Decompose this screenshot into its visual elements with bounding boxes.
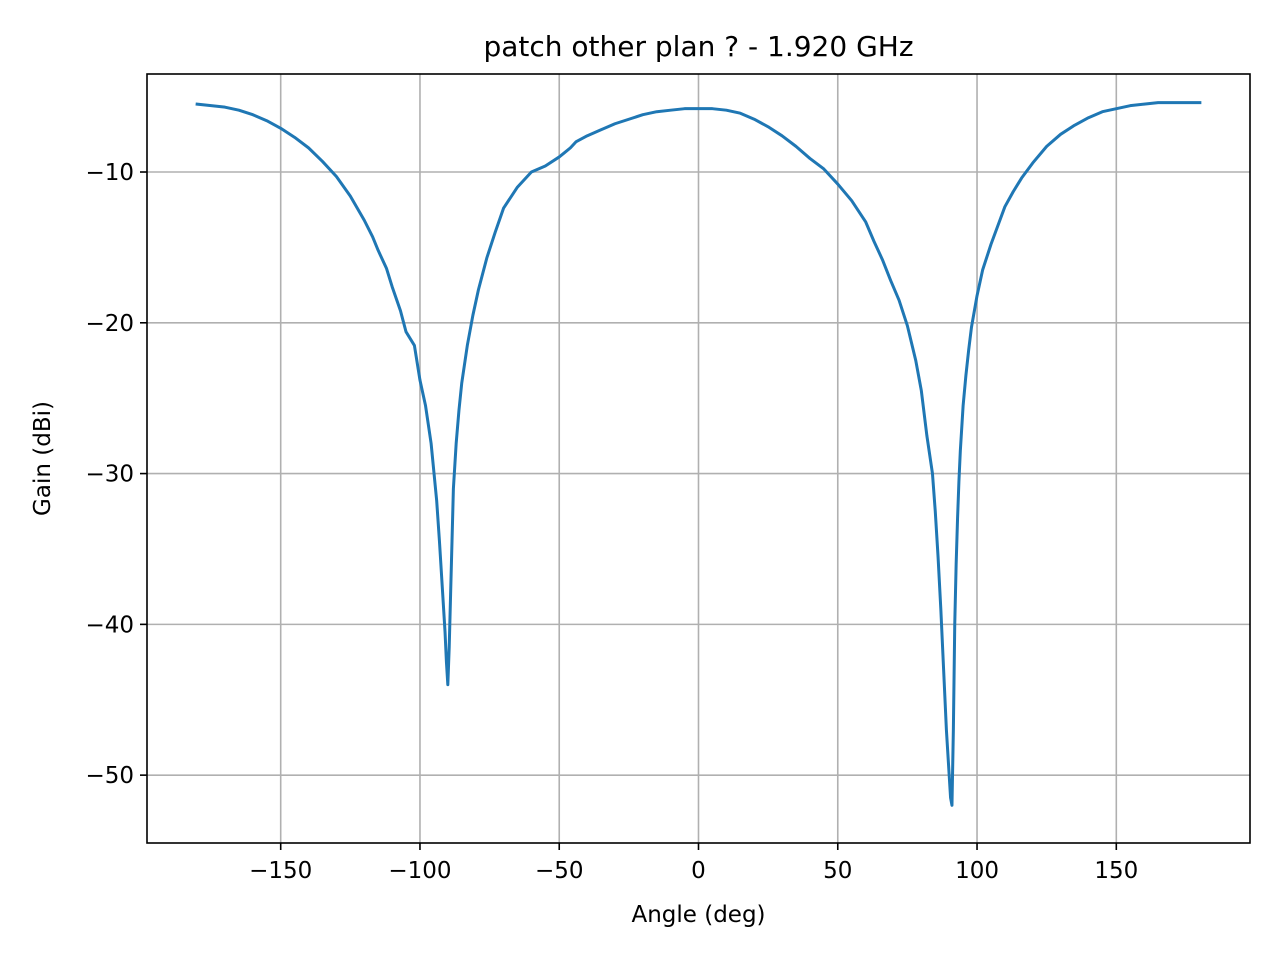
grid-layer — [147, 74, 1250, 843]
x-tick-label: −50 — [535, 858, 584, 884]
y-tick-label: −30 — [85, 462, 134, 488]
tick-layer: −150 −100 −50 0 50 100 150 −10 −20 −30 −40 −50 — [85, 160, 1138, 884]
gain-series-line — [195, 101, 1202, 807]
chart-title: patch other plan ? - 1.920 GHz — [483, 30, 913, 63]
x-tick-label: 50 — [823, 858, 852, 884]
x-tick-label: −100 — [388, 858, 451, 884]
x-tick-label: 150 — [1094, 858, 1138, 884]
y-tick-label: −40 — [85, 612, 134, 638]
y-tick-label: −10 — [85, 160, 134, 186]
y-axis-label: Gain (dBi) — [30, 401, 56, 516]
x-tick-label: 100 — [955, 858, 999, 884]
x-tick-label: 0 — [691, 858, 706, 884]
x-axis-label: Angle (deg) — [631, 902, 765, 928]
y-tick-label: −50 — [85, 763, 134, 789]
line-layer — [195, 101, 1202, 807]
y-tick-label: −20 — [85, 311, 134, 337]
x-tick-label: −150 — [249, 858, 312, 884]
